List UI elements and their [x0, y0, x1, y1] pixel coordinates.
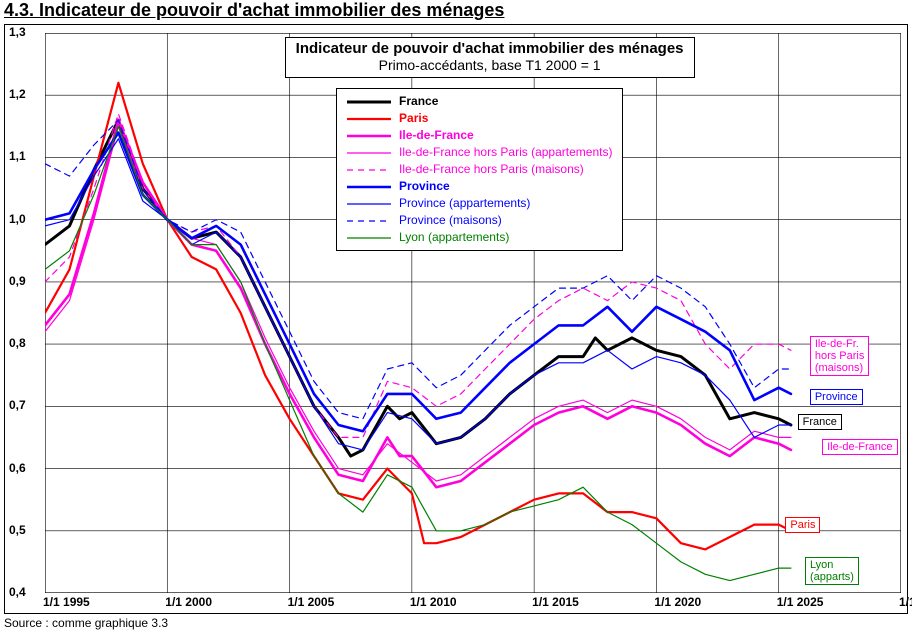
x-tick-label: 1/1 2015 — [532, 595, 579, 609]
legend-label: Province (maisons) — [399, 213, 502, 227]
y-tick-label: 1,2 — [9, 87, 41, 101]
end-label: Ile-de-France — [822, 439, 897, 455]
legend-item: Paris — [345, 110, 612, 127]
section-title: 4.3. Indicateur de pouvoir d'achat immob… — [4, 0, 504, 21]
y-tick-label: 0,9 — [9, 274, 41, 288]
legend-label: Province — [399, 179, 450, 193]
legend-label: Paris — [399, 111, 428, 125]
y-tick-label: 0,4 — [9, 585, 41, 599]
x-tick-label: 1/1 2000 — [165, 595, 212, 609]
legend-label: Ile-de-France — [399, 128, 474, 142]
x-tick-label: 1/1 2025 — [777, 595, 824, 609]
legend-label: Province (appartements) — [399, 196, 530, 210]
x-tick-label: 1/1 2020 — [654, 595, 701, 609]
chart-subtitle: Primo-accédants, base T1 2000 = 1 — [296, 57, 684, 73]
legend-item: Province (appartements) — [345, 195, 612, 212]
source-note: Source : comme graphique 3.3 — [4, 616, 168, 630]
y-tick-label: 1,3 — [9, 25, 41, 39]
legend-item: Province (maisons) — [345, 212, 612, 229]
end-label: France — [798, 414, 842, 430]
legend-label: Ile-de-France hors Paris (appartements) — [399, 145, 612, 159]
end-label: Ile-de-Fr.hors Paris(maisons) — [810, 336, 870, 376]
end-label: Province — [810, 389, 863, 405]
y-tick-label: 1,0 — [9, 212, 41, 226]
chart-container: 0,4 0,5 0,6 0,7 0,8 0,9 1,0 1,1 1,2 1,3 1/1 1995 1/… — [4, 24, 908, 614]
y-tick-label: 1,1 — [9, 149, 41, 163]
y-tick-label: 0,7 — [9, 398, 41, 412]
x-tick-label: 1/1 2010 — [410, 595, 457, 609]
page: 4.3. Indicateur de pouvoir d'achat immob… — [0, 0, 912, 639]
x-tick-label: 1/1 2005 — [288, 595, 335, 609]
chart-title: Indicateur de pouvoir d'achat immobilier… — [296, 40, 684, 57]
x-tick-label: 1/1 2030 — [899, 595, 912, 609]
legend: France Paris Ile-de-France Ile-de-France ho… — [336, 88, 623, 251]
y-tick-label: 0,5 — [9, 523, 41, 537]
end-label: Paris — [785, 517, 820, 533]
end-label: Lyon(apparts) — [805, 557, 859, 585]
legend-item: Ile-de-France hors Paris (maisons) — [345, 161, 612, 178]
legend-item: France — [345, 93, 612, 110]
legend-item: Ile-de-France hors Paris (appartements) — [345, 144, 612, 161]
legend-item: Ile-de-France — [345, 127, 612, 144]
chart-title-box: Indicateur de pouvoir d'achat immobilier… — [285, 37, 695, 78]
legend-label: France — [399, 94, 438, 108]
legend-label: Ile-de-France hors Paris (maisons) — [399, 162, 584, 176]
y-tick-label: 0,8 — [9, 336, 41, 350]
y-tick-label: 0,6 — [9, 461, 41, 475]
legend-item: Lyon (appartements) — [345, 229, 612, 246]
legend-label: Lyon (appartements) — [399, 230, 509, 244]
x-tick-label: 1/1 1995 — [43, 595, 90, 609]
legend-item: Province — [345, 178, 612, 195]
